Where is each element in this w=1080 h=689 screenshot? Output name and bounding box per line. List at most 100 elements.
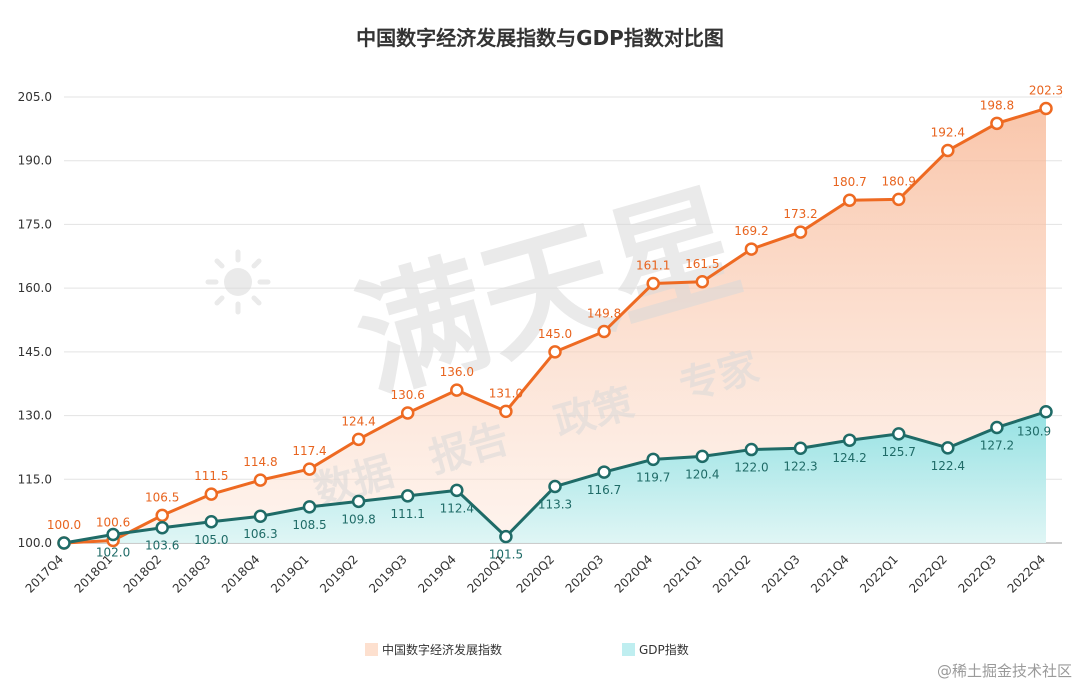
data-label-series-2: 108.5	[292, 518, 326, 532]
data-label-series-2: 122.3	[783, 459, 817, 473]
data-label-series-1: 169.2	[734, 224, 768, 238]
legend-item-digital[interactable]: 中国数字经济发展指数	[365, 642, 502, 657]
data-label-series-2: 113.3	[538, 498, 572, 512]
data-point-series-1[interactable]	[351, 432, 366, 447]
data-label-series-1: 100.0	[47, 518, 81, 532]
data-label-series-1: 161.1	[636, 258, 670, 272]
x-tick-label: 2018Q4	[219, 552, 263, 596]
y-tick-label: 145.0	[18, 345, 52, 359]
legend-label-gdp: GDP指数	[639, 642, 689, 657]
data-point-series-2[interactable]	[253, 509, 268, 523]
data-point-series-1[interactable]	[548, 345, 562, 359]
data-point-series-2[interactable]	[695, 449, 710, 464]
data-point-series-2[interactable]	[302, 500, 317, 514]
data-point-series-2[interactable]	[842, 433, 857, 447]
data-label-series-1: 106.5	[145, 490, 179, 504]
credit-watermark: @稀土掘金技术社区	[937, 662, 1072, 680]
data-point-series-2[interactable]	[793, 441, 808, 456]
data-label-series-1: 145.0	[538, 327, 572, 341]
x-tick-label: 2021Q2	[710, 552, 754, 596]
data-point-series-2[interactable]	[450, 483, 464, 498]
data-label-series-1: 114.8	[243, 455, 277, 469]
data-label-series-2: 109.8	[341, 512, 375, 526]
data-label-series-1: 131.0	[489, 386, 523, 400]
data-point-series-1[interactable]	[990, 116, 1004, 131]
y-tick-label: 205.0	[18, 90, 52, 104]
data-label-series-1: 180.9	[882, 174, 916, 188]
data-point-series-2[interactable]	[400, 489, 415, 503]
data-point-series-1[interactable]	[155, 508, 169, 523]
data-point-series-2[interactable]	[155, 520, 169, 535]
data-point-series-2[interactable]	[891, 427, 906, 441]
data-point-series-1[interactable]	[793, 225, 808, 239]
data-point-series-2[interactable]	[941, 441, 955, 455]
x-tick-label: 2018Q3	[170, 552, 214, 596]
x-tick-label: 2022Q3	[955, 552, 999, 596]
data-point-series-2[interactable]	[351, 494, 366, 509]
data-point-series-2[interactable]	[57, 536, 71, 550]
x-tick-label: 2019Q1	[268, 552, 312, 596]
data-point-series-1[interactable]	[695, 275, 710, 289]
data-point-series-2[interactable]	[204, 515, 219, 529]
data-point-series-2[interactable]	[646, 452, 660, 467]
data-point-series-1[interactable]	[450, 383, 464, 397]
x-tick-label: 2019Q2	[317, 552, 361, 596]
data-label-series-2: 125.7	[882, 445, 916, 459]
data-label-series-2: 105.0	[194, 533, 228, 547]
series-points	[57, 101, 1053, 550]
data-point-series-1[interactable]	[891, 192, 906, 207]
x-tick-label: 2017Q4	[23, 552, 67, 596]
data-label-series-1: 202.3	[1029, 83, 1063, 97]
data-point-series-1[interactable]	[744, 242, 759, 256]
data-point-series-1[interactable]	[253, 473, 268, 487]
data-label-series-2: 124.2	[832, 451, 866, 465]
data-point-series-1[interactable]	[842, 193, 857, 207]
data-point-series-1[interactable]	[499, 404, 513, 419]
legend-swatch-digital	[365, 643, 378, 656]
data-label-series-1: 173.2	[783, 207, 817, 221]
data-label-series-2: 102.0	[96, 546, 130, 560]
data-point-series-1[interactable]	[646, 276, 660, 291]
data-point-series-1[interactable]	[941, 143, 955, 158]
data-label-series-1: 161.5	[685, 257, 719, 271]
data-label-series-2: 111.1	[391, 507, 425, 521]
y-tick-label: 115.0	[18, 472, 52, 486]
data-label-series-1: 192.4	[931, 126, 965, 140]
x-tick-label: 2020Q3	[563, 552, 607, 596]
x-tick-label: 2022Q4	[1005, 552, 1049, 596]
data-label-series-2: 122.4	[931, 459, 965, 473]
data-label-series-1: 198.8	[980, 98, 1014, 112]
watermark-sun-icon	[205, 249, 271, 315]
data-label-series-2: 103.6	[145, 539, 179, 553]
data-label-series-1: 124.4	[341, 414, 375, 428]
x-tick-label: 2022Q1	[857, 552, 901, 596]
legend-swatch-gdp	[622, 643, 635, 656]
data-label-series-2: 112.4	[440, 501, 474, 515]
data-point-series-2[interactable]	[499, 529, 513, 544]
data-point-series-1[interactable]	[204, 487, 219, 501]
x-tick-label: 2019Q3	[366, 552, 410, 596]
data-point-series-2[interactable]	[597, 465, 611, 479]
legend-item-gdp[interactable]: GDP指数	[622, 642, 689, 657]
data-label-series-2: 130.9	[1017, 425, 1051, 439]
data-point-series-2[interactable]	[1039, 404, 1053, 419]
data-point-series-2[interactable]	[548, 479, 562, 494]
chart-title: 中国数字经济发展指数与GDP指数对比图	[356, 26, 724, 50]
data-point-series-2[interactable]	[990, 420, 1004, 435]
data-point-series-1[interactable]	[400, 406, 415, 420]
y-axis-ticks: 100.0 115.0 130.0 145.0 160.0 175.0 190.0 205.0	[18, 90, 52, 550]
data-point-series-1[interactable]	[1039, 101, 1053, 116]
data-point-series-1[interactable]	[302, 462, 317, 476]
data-point-series-1[interactable]	[597, 324, 611, 339]
data-point-series-2[interactable]	[106, 527, 120, 542]
x-tick-label: 2020Q1	[464, 552, 508, 596]
legend: 中国数字经济发展指数 GDP指数	[365, 642, 689, 657]
x-tick-label: 2019Q4	[415, 552, 459, 596]
data-point-series-2[interactable]	[744, 442, 759, 457]
x-tick-label: 2020Q4	[612, 552, 656, 596]
data-label-series-1: 149.8	[587, 306, 621, 320]
data-label-series-2: 119.7	[636, 470, 670, 484]
x-tick-label: 2021Q3	[759, 552, 803, 596]
data-label-series-1: 136.0	[440, 365, 474, 379]
